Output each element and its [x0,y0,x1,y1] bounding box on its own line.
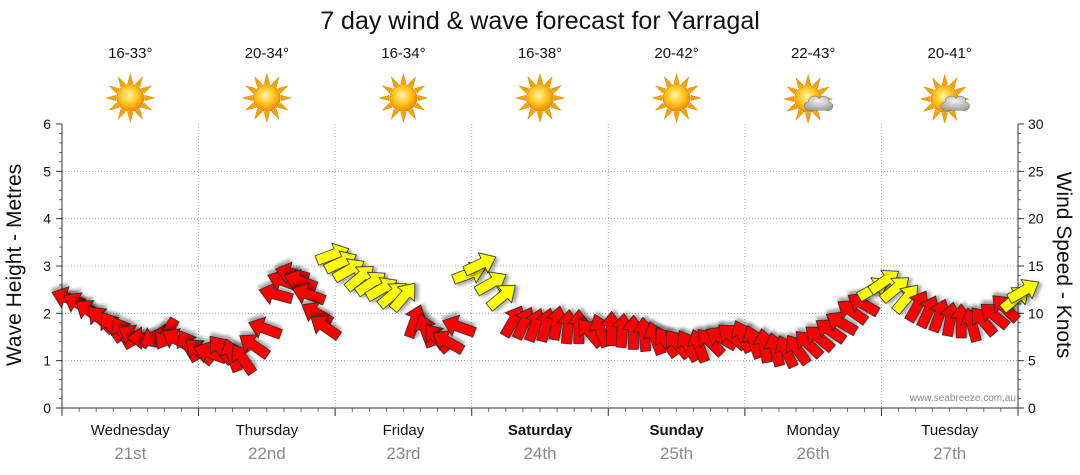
wind-arrow [786,334,812,367]
day-date-label: 21st [114,444,146,463]
wind-arrow [878,277,910,305]
day-name-label: Thursday [236,422,299,439]
y-tick-label-right: 5 [1028,353,1036,369]
temperature-range-label: 16-38° [518,45,562,62]
wind-arrow [442,314,477,338]
temperature-range-label: 20-41° [928,45,972,62]
wind-arrow [403,304,427,340]
wind-arrow [239,334,272,360]
wind-arrow [891,284,918,316]
y-tick-label-right: 30 [1028,116,1044,132]
wind-arrow [971,307,999,338]
watermark: www.seabreeze.com.au [909,393,1016,404]
wind-arrow [473,271,507,297]
wind-arrow [231,344,258,377]
day-name-label: Sunday [649,422,704,439]
temperature-row: 16-33° 20-34° 16-34° 16-38° 20-42° 22-43° 20-4… [108,45,972,62]
wind-arrow [258,282,294,306]
wind-arrows [51,242,1040,377]
wind-arrow [545,305,569,341]
y-tick-label-right: 0 [1028,400,1036,416]
y-tick-label-left: 5 [43,163,51,179]
wind-arrow [825,311,859,337]
day-date-label: 22nd [248,444,286,463]
wind-arrow [980,303,1011,331]
day-name-label: Monday [786,422,840,439]
wind-arrow [248,316,283,340]
wind-arrow [805,326,836,354]
y-tick-label-right: 20 [1028,211,1044,227]
wind-arrow [283,269,319,293]
y-tick-label-left: 0 [43,400,51,416]
wind-arrow [432,330,466,356]
wind-arrow [837,300,870,326]
y-tick-label-right: 15 [1028,258,1044,274]
temperature-range-label: 20-42° [654,45,698,62]
day-labels: Wednesday 21st Thursday 22nd Friday 23rd Satur… [91,422,979,463]
wind-arrow [485,284,516,312]
temperature-range-label: 20-34° [245,45,289,62]
y-axis-label-left: Wave Height - Metres [3,164,26,366]
day-date-label: 27th [933,444,966,463]
y-tick-label-right: 10 [1028,305,1044,321]
y-axis-label-right: Wind Speed - Knots [1052,172,1075,359]
chart-title: 7 day wind & wave forecast for Yarragal [320,7,760,35]
day-date-label: 26th [797,444,830,463]
temperature-range-label: 22-43° [791,45,835,62]
axes: 0 1 2 3 4 5 6 0 5 10 15 20 25 30 [43,116,1044,416]
wind-arrow [310,315,343,342]
y-tick-label-left: 1 [43,353,51,369]
day-name-label: Tuesday [921,422,978,439]
wind-arrow [462,252,497,277]
wind-arrow [1006,279,1040,304]
y-tick-label-right: 25 [1028,163,1044,179]
wind-arrow [815,319,848,345]
y-tick-label-left: 6 [43,116,51,132]
day-name-label: Wednesday [91,422,170,439]
day-date-label: 23rd [386,444,420,463]
day-date-label: 25th [660,444,693,463]
temperature-range-label: 16-33° [108,45,152,62]
wind-arrow [795,331,825,360]
y-tick-label-left: 3 [43,258,51,274]
temperature-range-label: 16-34° [381,45,425,62]
wind-arrow [388,282,416,314]
day-name-label: Friday [383,422,425,439]
y-tick-label-left: 2 [43,305,51,321]
day-date-label: 24th [523,444,556,463]
day-name-label: Saturday [508,422,573,439]
wind-arrow [291,282,327,306]
y-tick-label-left: 4 [43,211,51,227]
